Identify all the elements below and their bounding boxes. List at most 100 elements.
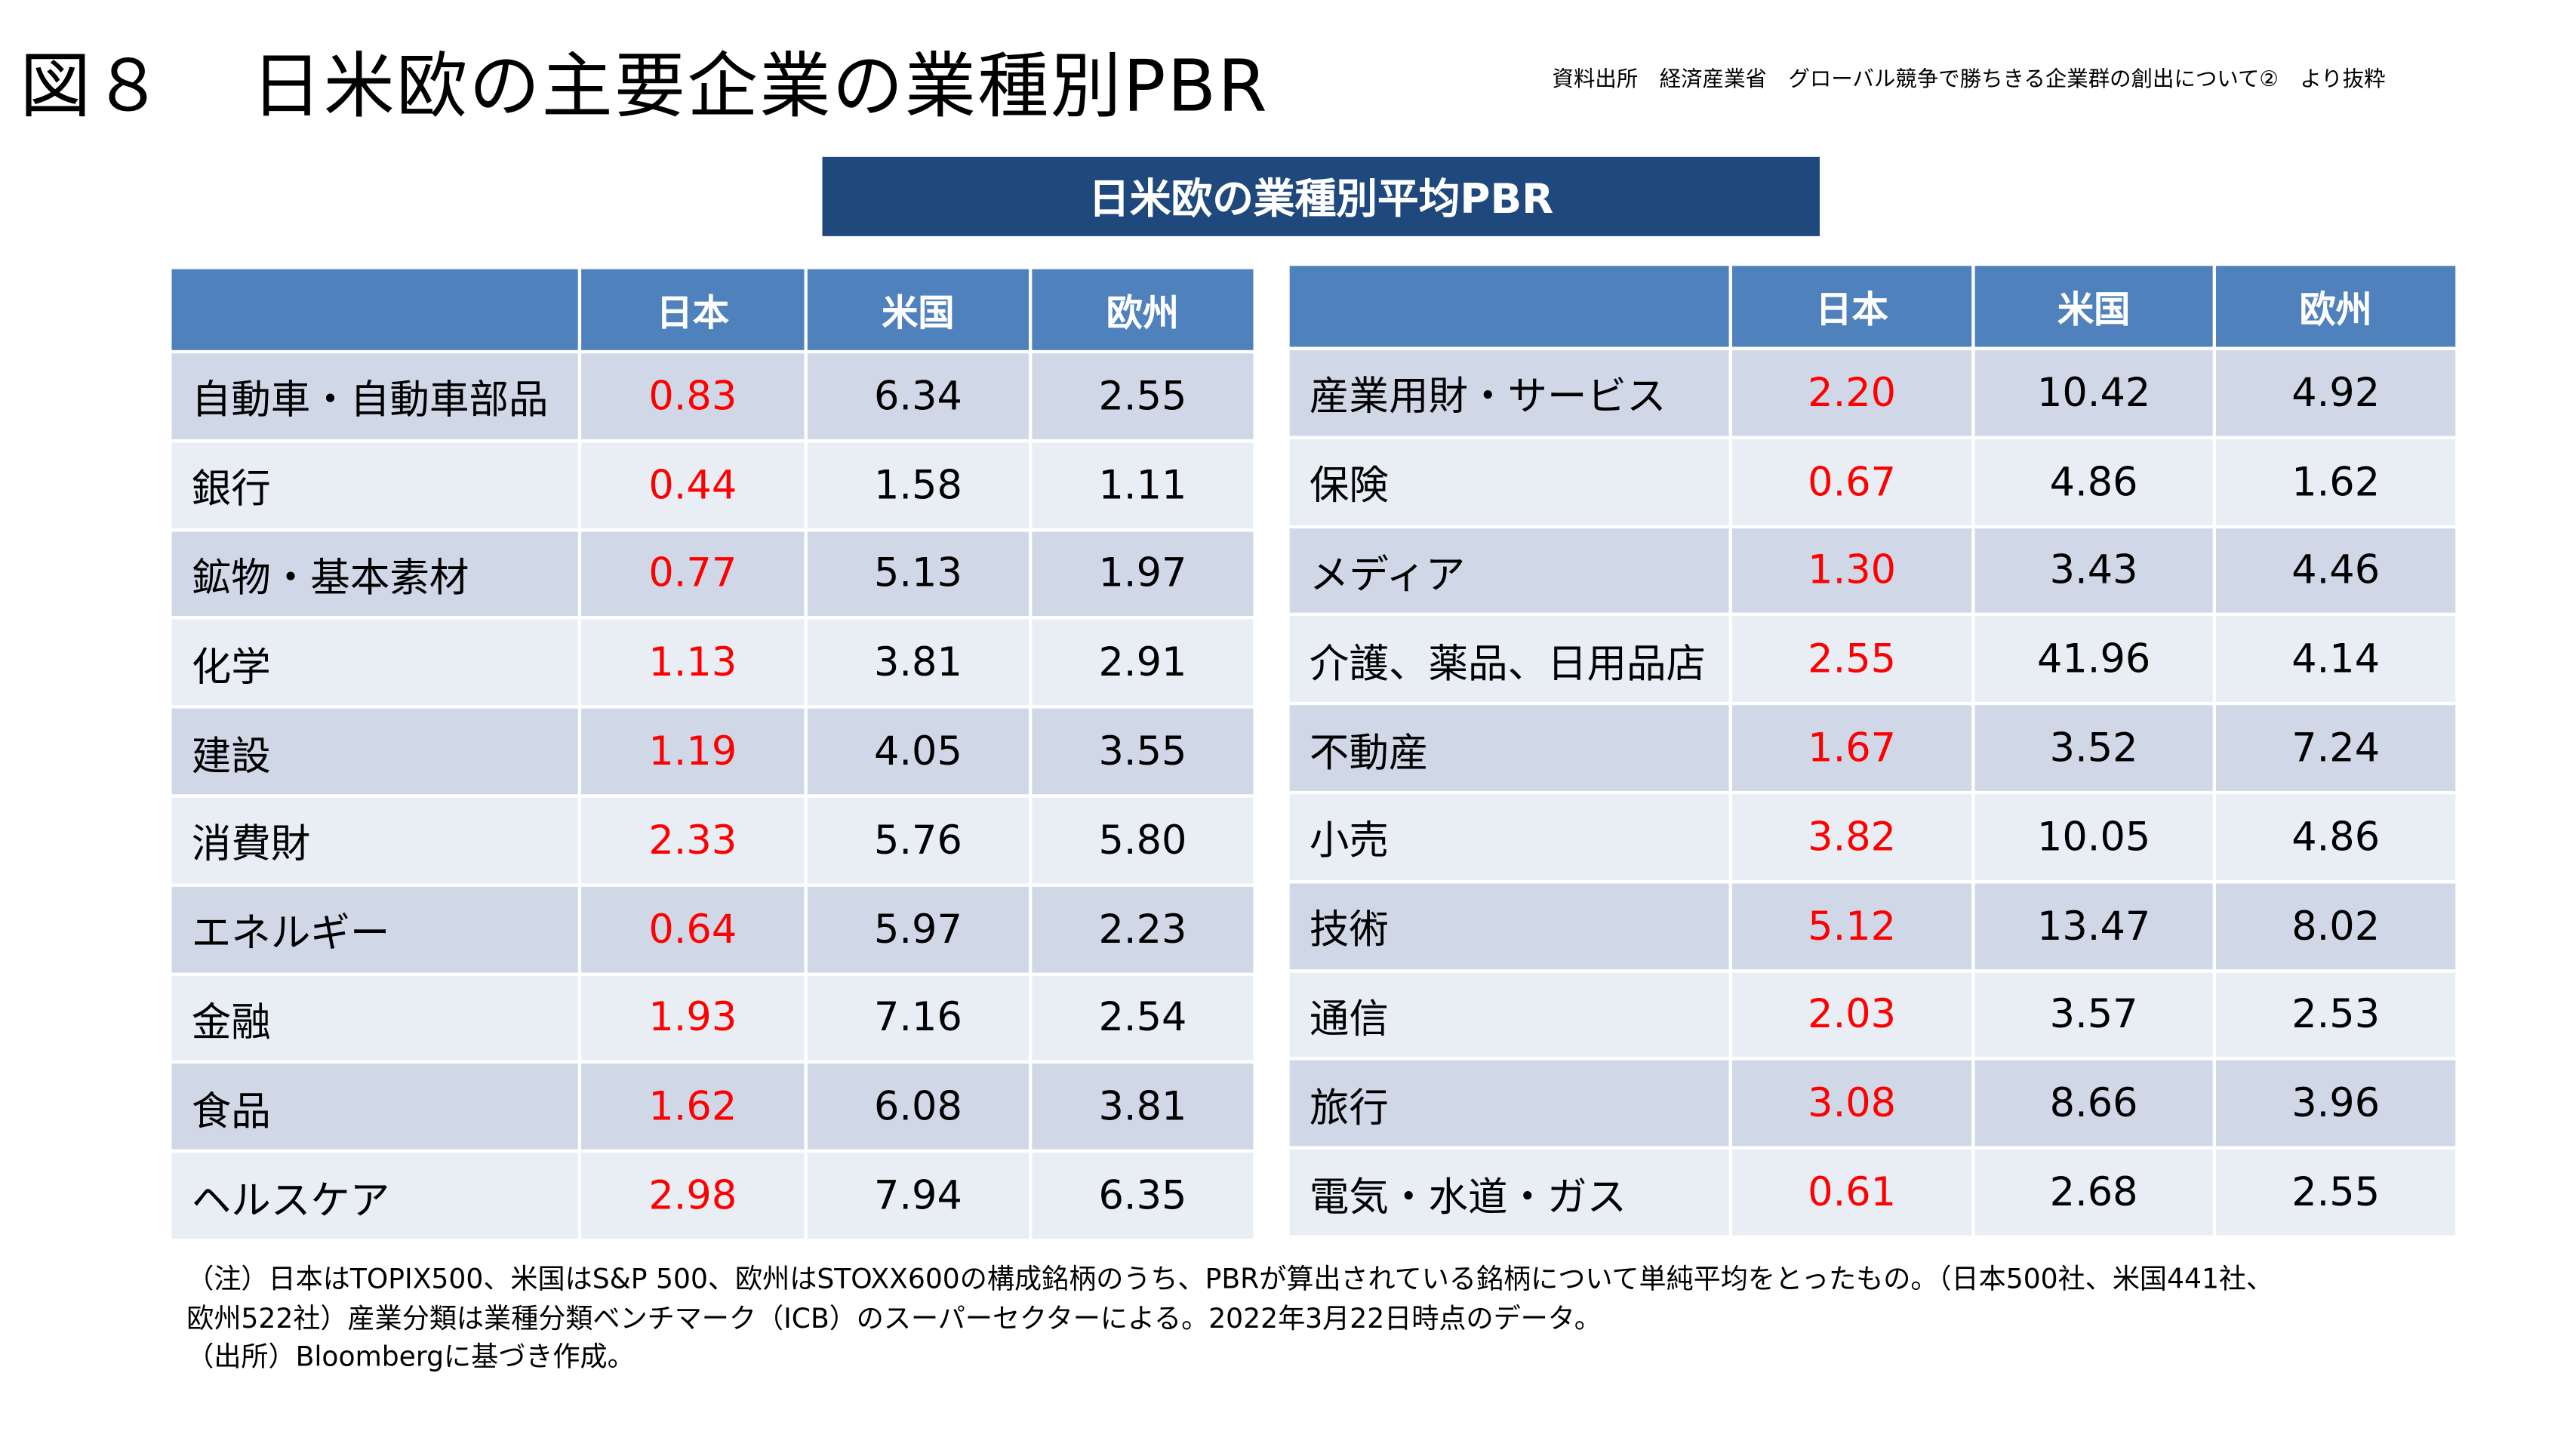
footnote-line: 欧州522社）産業分類は業種分類ベンチマーク（ICB）のスーパーセクターによる。…: [186, 1302, 1602, 1334]
us-value: 10.42: [1971, 346, 2217, 439]
us-value: 3.43: [1971, 524, 2217, 617]
table-header-row: 日本 米国 欧州: [1286, 262, 2459, 350]
table-row: 消費財 2.33 5.76 5.80: [168, 794, 1257, 887]
europe-value: 2.54: [1028, 971, 1257, 1064]
sector-cell: ヘルスケア: [168, 1150, 582, 1242]
us-value: 6.08: [804, 1061, 1033, 1153]
footnote-line: （注）日本はTOPIX500、米国はS&P 500、欧州はSTOXX600の構成…: [186, 1263, 2274, 1295]
figure-number: 図８: [20, 46, 165, 129]
sector-cell: 電気・水道・ガス: [1286, 1146, 1733, 1239]
sector-cell: 不動産: [1286, 702, 1733, 795]
us-value: 4.86: [1971, 436, 2217, 528]
us-value: 8.66: [1971, 1057, 2217, 1150]
us-value: 10.05: [1971, 790, 2217, 883]
us-value: 6.34: [804, 349, 1033, 442]
us-value: 5.13: [804, 528, 1033, 620]
europe-value: 8.02: [2212, 879, 2459, 972]
header-sector: [168, 266, 582, 354]
europe-value: 2.55: [1028, 349, 1257, 442]
header-japan: 日本: [1728, 262, 1975, 350]
sector-cell: 介護、薬品、日用品店: [1286, 613, 1733, 706]
europe-value: 2.23: [1028, 883, 1257, 976]
japan-value: 1.19: [577, 705, 808, 798]
us-value: 1.58: [804, 439, 1033, 531]
header-us: 米国: [804, 266, 1033, 354]
us-value: 5.97: [804, 883, 1033, 976]
us-value: 7.94: [804, 1150, 1033, 1242]
japan-value: 0.83: [577, 349, 808, 442]
japan-value: 2.20: [1728, 346, 1975, 439]
sector-cell: 通信: [1286, 968, 1733, 1061]
sector-cell: 産業用財・サービス: [1286, 346, 1733, 439]
sector-cell: メディア: [1286, 524, 1733, 617]
source-citation: 資料出所 経済産業省 グローバル競争で勝ちきる企業群の創出について② より抜粋: [1552, 67, 2386, 93]
header-japan: 日本: [577, 266, 808, 354]
table-row: 介護、薬品、日用品店 2.55 41.96 4.14: [1286, 613, 2459, 706]
japan-value: 0.44: [577, 439, 808, 531]
europe-value: 6.35: [1028, 1150, 1257, 1242]
header-us: 米国: [1971, 262, 2217, 350]
europe-value: 1.62: [2212, 436, 2459, 528]
us-value: 4.05: [804, 705, 1033, 798]
japan-value: 0.67: [1728, 436, 1975, 528]
sector-cell: 消費財: [168, 794, 582, 887]
sector-cell: 建設: [168, 705, 582, 798]
table-row: 産業用財・サービス 2.20 10.42 4.92: [1286, 346, 2459, 439]
table-row: 不動産 1.67 3.52 7.24: [1286, 702, 2459, 795]
table-row: 旅行 3.08 8.66 3.96: [1286, 1057, 2459, 1150]
japan-value: 2.98: [577, 1150, 808, 1242]
us-value: 3.57: [1971, 968, 2217, 1061]
japan-value: 1.93: [577, 971, 808, 1064]
table-row: 自動車・自動車部品 0.83 6.34 2.55: [168, 349, 1257, 442]
us-value: 3.81: [804, 616, 1033, 709]
japan-value: 2.03: [1728, 968, 1975, 1061]
europe-value: 1.97: [1028, 528, 1257, 620]
pbr-table-right: 日本 米国 欧州 産業用財・サービス 2.20 10.42 4.92 保険 0.67 4.8…: [1286, 262, 2459, 1239]
table-row: 建設 1.19 4.05 3.55: [168, 705, 1257, 798]
table-banner: 日米欧の業種別平均PBR: [822, 156, 1820, 236]
japan-value: 5.12: [1728, 879, 1975, 972]
table-row: 食品 1.62 6.08 3.81: [168, 1061, 1257, 1153]
europe-value: 3.55: [1028, 705, 1257, 798]
sector-cell: 化学: [168, 616, 582, 709]
table-row: エネルギー 0.64 5.97 2.23: [168, 883, 1257, 976]
japan-value: 0.77: [577, 528, 808, 620]
pbr-table-left: 日本 米国 欧州 自動車・自動車部品 0.83 6.34 2.55 銀行 0.44 1.58…: [168, 266, 1257, 1242]
table-row: 鉱物・基本素材 0.77 5.13 1.97: [168, 528, 1257, 620]
sector-cell: 保険: [1286, 436, 1733, 528]
table-row: 電気・水道・ガス 0.61 2.68 2.55: [1286, 1146, 2459, 1239]
japan-value: 0.64: [577, 883, 808, 976]
europe-value: 2.55: [2212, 1146, 2459, 1239]
header-europe: 欧州: [1028, 266, 1257, 354]
sector-cell: エネルギー: [168, 883, 582, 976]
title-text: 日米欧の主要企業の業種別PBR: [251, 46, 1269, 129]
japan-value: 1.62: [577, 1061, 808, 1153]
europe-value: 4.14: [2212, 613, 2459, 706]
sector-cell: 小売: [1286, 790, 1733, 883]
europe-value: 7.24: [2212, 702, 2459, 795]
europe-value: 1.11: [1028, 439, 1257, 531]
us-value: 2.68: [1971, 1146, 2217, 1239]
footnote-line: （出所）Bloombergに基づき作成。: [186, 1341, 635, 1373]
table-row: 銀行 0.44 1.58 1.11: [168, 439, 1257, 531]
japan-value: 3.08: [1728, 1057, 1975, 1150]
europe-value: 3.81: [1028, 1061, 1257, 1153]
table-row: 技術 5.12 13.47 8.02: [1286, 879, 2459, 972]
europe-value: 4.86: [2212, 790, 2459, 883]
table-row: 化学 1.13 3.81 2.91: [168, 616, 1257, 709]
table-row: ヘルスケア 2.98 7.94 6.35: [168, 1150, 1257, 1242]
sector-cell: 金融: [168, 971, 582, 1064]
header-europe: 欧州: [2212, 262, 2459, 350]
europe-value: 5.80: [1028, 794, 1257, 887]
us-value: 5.76: [804, 794, 1033, 887]
sector-cell: 鉱物・基本素材: [168, 528, 582, 620]
japan-value: 1.30: [1728, 524, 1975, 617]
japan-value: 0.61: [1728, 1146, 1975, 1239]
sector-cell: 技術: [1286, 879, 1733, 972]
japan-value: 1.67: [1728, 702, 1975, 795]
sector-cell: 食品: [168, 1061, 582, 1153]
footnote: （注）日本はTOPIX500、米国はS&P 500、欧州はSTOXX600の構成…: [186, 1260, 2273, 1376]
japan-value: 1.13: [577, 616, 808, 709]
table-row: 金融 1.93 7.16 2.54: [168, 971, 1257, 1064]
